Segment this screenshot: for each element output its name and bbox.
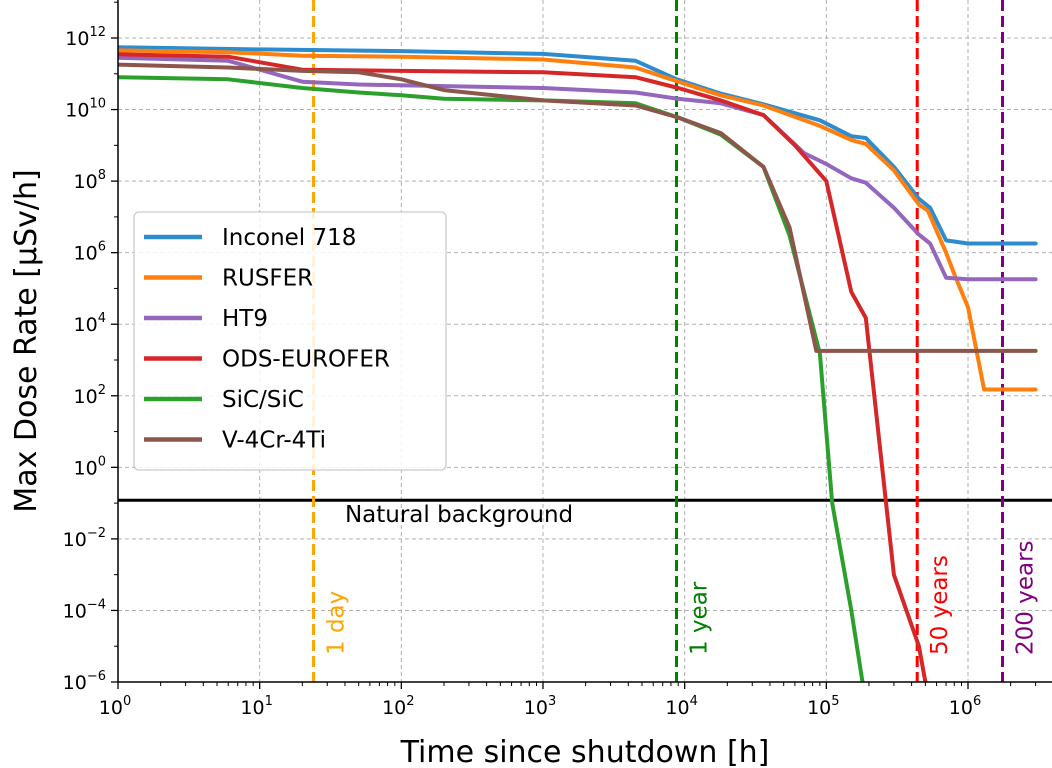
y-tick-label: 1010 bbox=[65, 97, 106, 122]
y-tick-label: 10−4 bbox=[63, 597, 106, 622]
y-tick-label: 104 bbox=[74, 311, 106, 336]
legend-label: V-4Cr-4Ti bbox=[222, 428, 326, 454]
time-marker-label: 50 years bbox=[927, 555, 953, 655]
x-tick-label: 105 bbox=[807, 694, 839, 719]
x-tick-label: 106 bbox=[949, 694, 981, 719]
legend-label: ODS-EUROFER bbox=[222, 347, 390, 373]
y-tick-label: 108 bbox=[74, 168, 106, 193]
background-label: Natural background bbox=[345, 502, 573, 528]
time-marker-label: 1 year bbox=[687, 581, 713, 655]
x-tick-label: 104 bbox=[665, 694, 697, 719]
legend-label: HT9 bbox=[222, 306, 268, 332]
legend-label: Inconel 718 bbox=[222, 225, 356, 251]
x-tick-label: 101 bbox=[240, 694, 272, 719]
series-line bbox=[118, 62, 1038, 353]
legend: Inconel 718 RUSFER HT9 ODS-EUROFER SiC/SiC V-… bbox=[133, 211, 447, 471]
x-tick-label: 100 bbox=[99, 694, 131, 719]
x-tick-label: 102 bbox=[382, 694, 414, 719]
axes: 100 101 102 103 104 105 106 10−6 10−4 10−2 100 102 1… bbox=[63, 0, 1052, 719]
series-line bbox=[118, 48, 1038, 392]
y-tick-label: 10−6 bbox=[63, 669, 106, 694]
time-marker-label: 200 years bbox=[1013, 540, 1039, 655]
legend-box bbox=[133, 211, 447, 471]
series-lines bbox=[118, 45, 1038, 682]
y-tick-label: 102 bbox=[74, 383, 106, 408]
x-axis-title: Time since shutdown [h] bbox=[400, 735, 770, 768]
time-marker-label: 1 day bbox=[324, 591, 350, 655]
annotations: Natural background 1 day 1 year 50 years 200… bbox=[324, 502, 1039, 655]
y-tick-label: 10−2 bbox=[63, 526, 106, 551]
series-line bbox=[118, 45, 1038, 246]
y-tick-label: 106 bbox=[74, 240, 106, 265]
y-tick-label: 1012 bbox=[65, 25, 106, 50]
y-axis-title: Max Dose Rate [µSv/h] bbox=[9, 169, 44, 512]
x-tick-label: 103 bbox=[524, 694, 556, 719]
y-tick-label: 100 bbox=[74, 454, 106, 479]
legend-label: RUSFER bbox=[222, 266, 313, 292]
legend-label: SiC/SiC bbox=[222, 387, 304, 413]
